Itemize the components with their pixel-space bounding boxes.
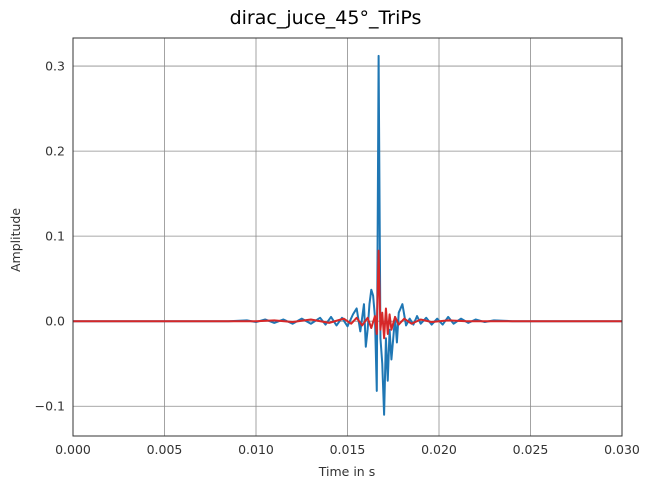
x-axis-label: Time in s [318,464,375,479]
x-tick-label: 0.025 [513,442,549,457]
y-tick-label: 0.3 [45,59,65,74]
series-layer [73,54,622,416]
y-tick-label: 0.0 [45,314,65,329]
y-axis-label: Amplitude [8,208,23,272]
y-tick-label: −0.1 [35,399,65,414]
plot-frame [72,37,623,437]
x-tick-label: 0.015 [330,442,366,457]
x-tick-label: 0.010 [238,442,274,457]
x-tick-label: 0.020 [421,442,457,457]
x-axis: 0.000 0.005 0.010 0.015 0.020 0.025 0.030 [55,442,640,457]
grid [72,38,623,436]
y-tick-label: 0.1 [45,229,65,244]
x-tick-label: 0.000 [55,442,91,457]
x-tick-label: 0.030 [604,442,640,457]
x-tick-label: 0.005 [147,442,183,457]
series-line-2 [73,249,622,340]
chart-title: dirac_juce_45°_TriPs [229,7,422,29]
y-axis: −0.1 0.0 0.1 0.2 0.3 [35,59,65,414]
y-tick-label: 0.2 [45,144,65,159]
